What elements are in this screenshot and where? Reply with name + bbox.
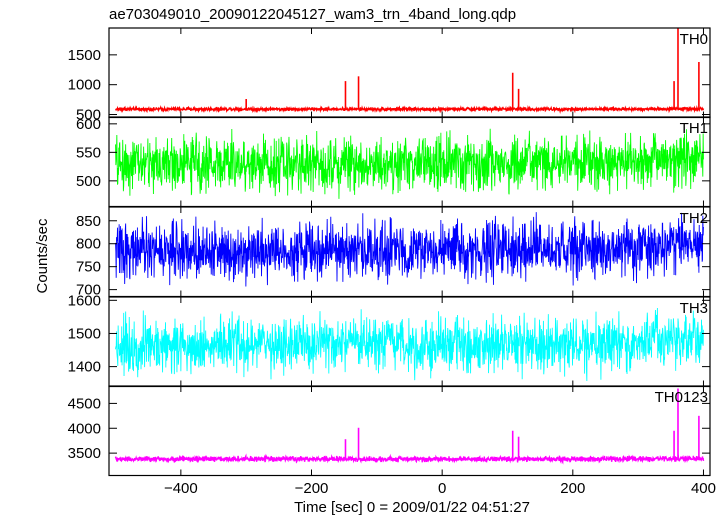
y-tick-label: 600: [76, 116, 101, 133]
y-tick-label: 800: [76, 236, 101, 253]
y-tick-label: 500: [76, 173, 101, 190]
y-tick-label: 1400: [68, 359, 101, 376]
panel-th0: 500 1000 1500 TH0: [68, 27, 711, 124]
series-th0123: [114, 453, 705, 465]
panel-frame: [108, 385, 711, 477]
y-tick-label: 700: [76, 282, 101, 299]
panel-frame: [108, 27, 711, 119]
y-tick-label: 3500: [68, 445, 101, 462]
panels-layer: 500 1000 1500 TH0 500 550 600 TH1 700 750 800 850 TH…: [68, 27, 716, 497]
panel-th0123: 3500 4000 4500 TH0123: [68, 385, 711, 477]
y-tick-label: 1500: [68, 47, 101, 64]
panel-label-th3: TH3: [680, 300, 708, 317]
y-tick-label: 500: [76, 107, 101, 124]
x-tick-label: 200: [560, 480, 585, 497]
y-tick-label: 550: [76, 144, 101, 161]
y-tick-label: 4000: [68, 420, 101, 437]
panel-th3: 1400 1500 1600 TH3: [68, 292, 711, 388]
y-tick-label: 1500: [68, 325, 101, 342]
panel-label-th1: TH1: [680, 120, 708, 137]
x-tick-label: −400: [164, 480, 198, 497]
y-tick-label: 1000: [68, 77, 101, 94]
x-tick-label: −200: [295, 480, 329, 497]
y-tick-label: 4500: [68, 395, 101, 412]
y-axis-label: Counts/sec: [34, 218, 51, 294]
panel-label-th0123: TH0123: [655, 389, 708, 406]
series-th0: [115, 104, 705, 114]
x-axis-label: Time [sec] 0 = 2009/01/22 04:51:27: [294, 499, 530, 516]
panel-label-th0: TH0: [680, 31, 708, 48]
series-th2: [115, 212, 704, 287]
panel-th1: 500 550 600 TH1: [76, 116, 711, 208]
x-tick-label: 400: [691, 480, 716, 497]
panel-label-th2: TH2: [680, 210, 708, 227]
panel-th2: 700 750 800 850 TH2: [76, 206, 711, 299]
y-tick-label: 750: [76, 259, 101, 276]
y-tick-label: 1600: [68, 292, 101, 309]
series-th3: [115, 308, 704, 382]
chart-title: ae703049010_20090122045127_wam3_trn_4ban…: [109, 6, 516, 23]
x-tick-label: 0: [438, 480, 446, 497]
y-tick-label: 850: [76, 213, 101, 230]
series-th1: [115, 128, 704, 199]
